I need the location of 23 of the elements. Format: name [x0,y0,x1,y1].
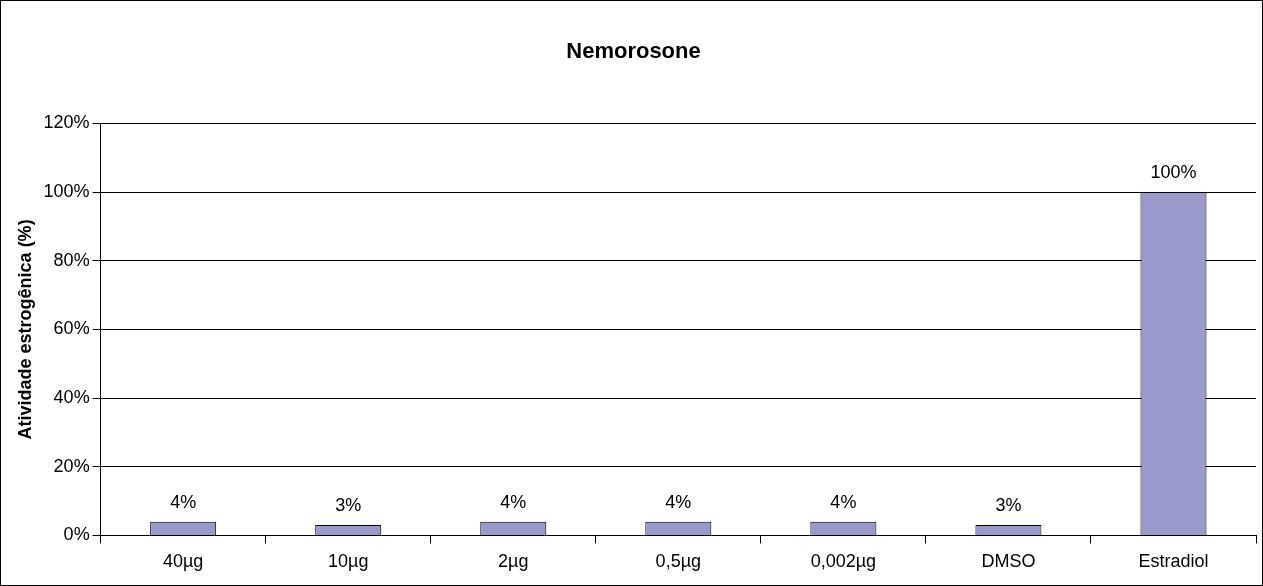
x-tick-label: Estradiol [1138,551,1209,572]
data-label: 4% [170,491,197,512]
y-axis-title: Atividade estrogênica (%) [14,219,35,440]
data-label: 4% [500,491,527,512]
y-tick-label: 20% [53,455,90,476]
y-tick-label: 60% [53,318,90,339]
x-tick-label: DMSO [981,551,1036,572]
x-tick-label: 0,002µg [810,551,877,572]
data-label: 100% [1150,162,1197,183]
data-label: 3% [995,495,1022,516]
y-tick-label: 80% [53,249,90,270]
y-tick-label: 40% [53,387,90,408]
x-tick-label: 10µg [328,551,369,572]
data-label: 4% [830,491,857,512]
data-label: 4% [665,491,692,512]
y-tick-label: 100% [43,181,90,202]
x-tick-label: 40µg [162,551,204,572]
data-label: 3% [335,495,362,516]
y-tick-label: 0% [63,524,90,545]
y-tick-label: 120% [43,112,90,133]
x-tick-label: 2µg [498,551,529,572]
x-tick-label: 0,5µg [655,551,702,572]
chart-title: Nemorosone [566,38,701,64]
